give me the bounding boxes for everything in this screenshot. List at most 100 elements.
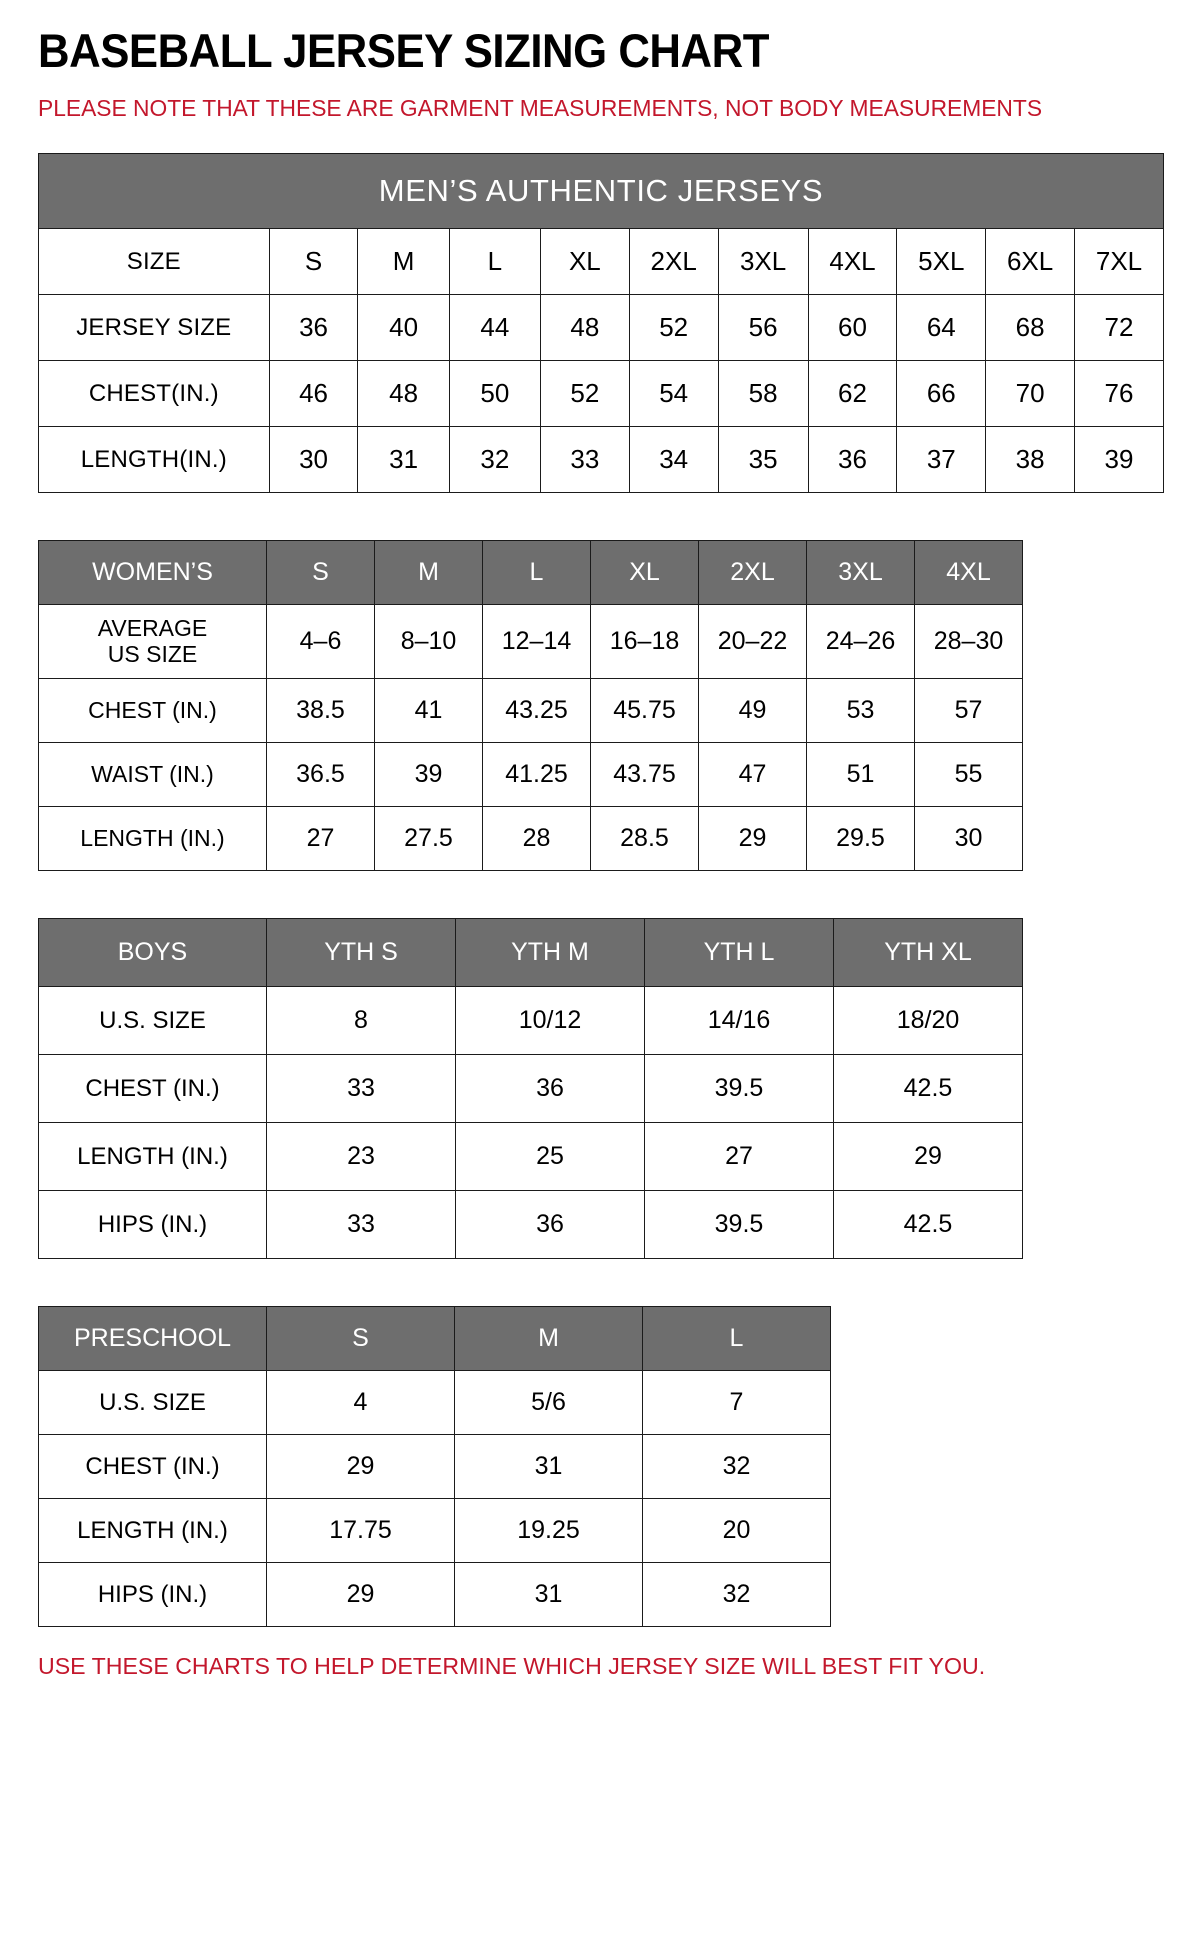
table-cell: 5/6 — [454, 1370, 643, 1436]
preschool-row-label-hips: HIPS (IN.) — [38, 1562, 267, 1628]
table-row: JERSEY SIZE 36 40 44 48 52 56 60 64 68 7… — [38, 294, 1165, 362]
table-cell: 23 — [266, 1122, 456, 1192]
table-cell: 33 — [539, 426, 630, 494]
table-cell: 32 — [642, 1562, 831, 1628]
mens-authentic-jerseys-table: MEN’S AUTHENTIC JERSEYS SIZE S M L XL 2X… — [38, 153, 1165, 494]
mens-corner-label: SIZE — [38, 228, 270, 296]
table-row: HIPS (IN.) 33 36 39.5 42.5 — [38, 1190, 1023, 1260]
table-cell: 51 — [806, 742, 915, 808]
table-cell: 19.25 — [454, 1498, 643, 1564]
mens-col-2xl: 2XL — [628, 228, 719, 296]
boys-col-yth-l: YTH L — [644, 918, 834, 988]
table-cell: 27 — [266, 806, 375, 872]
table-cell: 41.25 — [482, 742, 591, 808]
table-cell: 46 — [268, 360, 359, 428]
table-cell: 39 — [374, 742, 483, 808]
table-cell: 47 — [698, 742, 807, 808]
table-cell: 36.5 — [266, 742, 375, 808]
table-cell: 33 — [266, 1054, 456, 1124]
table-row: U.S. SIZE 4 5/6 7 — [38, 1370, 831, 1436]
mens-col-xl: XL — [539, 228, 630, 296]
table-cell: 40 — [357, 294, 450, 362]
womens-col-3xl: 3XL — [806, 540, 915, 606]
womens-row-label-average-us-size: AVERAGE US SIZE — [38, 604, 267, 680]
table-cell: 43.25 — [482, 678, 591, 744]
womens-col-4xl: 4XL — [914, 540, 1023, 606]
page-title: BASEBALL JERSEY SIZING CHART — [38, 24, 769, 77]
table-cell: 36 — [455, 1190, 645, 1260]
table-cell: 17.75 — [266, 1498, 455, 1564]
table-cell: 42.5 — [833, 1054, 1023, 1124]
table-cell: 49 — [698, 678, 807, 744]
table-row: LENGTH (IN.) 27 27.5 28 28.5 29 29.5 30 — [38, 806, 1023, 872]
womens-row-label-line1: AVERAGE — [97, 614, 208, 641]
table-cell: 45.75 — [590, 678, 699, 744]
womens-col-2xl: 2XL — [698, 540, 807, 606]
table-cell: 37 — [896, 426, 987, 494]
table-cell: 36 — [268, 294, 359, 362]
boys-col-yth-s: YTH S — [266, 918, 456, 988]
table-cell: 31 — [357, 426, 450, 494]
table-cell: 70 — [985, 360, 1075, 428]
table-cell: 8–10 — [374, 604, 483, 680]
womens-header-row: WOMEN’S S M L XL 2XL 3XL 4XL — [38, 540, 1023, 606]
table-cell: 29 — [266, 1434, 455, 1500]
mens-col-l: L — [448, 228, 541, 296]
table-cell: 35 — [717, 426, 809, 494]
table-cell: 48 — [357, 360, 450, 428]
table-cell: 24–26 — [806, 604, 915, 680]
preschool-jerseys-table: PRESCHOOL S M L U.S. SIZE 4 5/6 7 CHEST … — [38, 1306, 831, 1628]
womens-corner-label: WOMEN’S — [38, 540, 267, 606]
preschool-col-l: L — [642, 1306, 831, 1372]
table-cell: 30 — [914, 806, 1023, 872]
table-cell: 72 — [1073, 294, 1165, 362]
womens-jerseys-table: WOMEN’S S M L XL 2XL 3XL 4XL AVERAGE US … — [38, 540, 1023, 872]
mens-row-label-chest: CHEST(IN.) — [38, 360, 270, 428]
table-row: CHEST (IN.) 33 36 39.5 42.5 — [38, 1054, 1023, 1124]
table-cell: 50 — [448, 360, 541, 428]
table-cell: 29 — [266, 1562, 455, 1628]
womens-row-label-line2: US SIZE — [107, 640, 198, 667]
table-cell: 32 — [448, 426, 541, 494]
table-cell: 16–18 — [590, 604, 699, 680]
table-cell: 53 — [806, 678, 915, 744]
table-row: U.S. SIZE 8 10/12 14/16 18/20 — [38, 986, 1023, 1056]
table-cell: 30 — [268, 426, 359, 494]
mens-col-3xl: 3XL — [717, 228, 809, 296]
table-row: CHEST (IN.) 38.5 41 43.25 45.75 49 53 57 — [38, 678, 1023, 744]
table-cell: 43.75 — [590, 742, 699, 808]
table-cell: 8 — [266, 986, 456, 1056]
table-cell: 7 — [642, 1370, 831, 1436]
table-cell: 42.5 — [833, 1190, 1023, 1260]
table-cell: 38 — [985, 426, 1075, 494]
preschool-header-row: PRESCHOOL S M L — [38, 1306, 831, 1372]
table-row: CHEST(IN.) 46 48 50 52 54 58 62 66 70 76 — [38, 360, 1165, 428]
table-cell: 56 — [717, 294, 809, 362]
table-cell: 76 — [1073, 360, 1165, 428]
table-cell: 25 — [455, 1122, 645, 1192]
womens-row-label-waist: WAIST (IN.) — [38, 742, 267, 808]
table-cell: 62 — [807, 360, 898, 428]
table-cell: 41 — [374, 678, 483, 744]
table-row: AVERAGE US SIZE 4–6 8–10 12–14 16–18 20–… — [38, 604, 1023, 680]
table-cell: 4–6 — [266, 604, 375, 680]
table-cell: 14/16 — [644, 986, 834, 1056]
table-cell: 27 — [644, 1122, 834, 1192]
womens-col-l: L — [482, 540, 591, 606]
table-cell: 60 — [807, 294, 898, 362]
table-cell: 31 — [454, 1434, 643, 1500]
preschool-row-label-chest: CHEST (IN.) — [38, 1434, 267, 1500]
mens-col-m: M — [357, 228, 450, 296]
table-cell: 36 — [455, 1054, 645, 1124]
boys-col-yth-m: YTH M — [455, 918, 645, 988]
table-cell: 20 — [642, 1498, 831, 1564]
table-cell: 28 — [482, 806, 591, 872]
table-cell: 64 — [896, 294, 987, 362]
table-cell: 33 — [266, 1190, 456, 1260]
table-cell: 28–30 — [914, 604, 1023, 680]
table-row: LENGTH(IN.) 30 31 32 33 34 35 36 37 38 3… — [38, 426, 1165, 494]
table-cell: 57 — [914, 678, 1023, 744]
womens-row-label-length: LENGTH (IN.) — [38, 806, 267, 872]
table-cell: 4 — [266, 1370, 455, 1436]
table-cell: 39.5 — [644, 1190, 834, 1260]
